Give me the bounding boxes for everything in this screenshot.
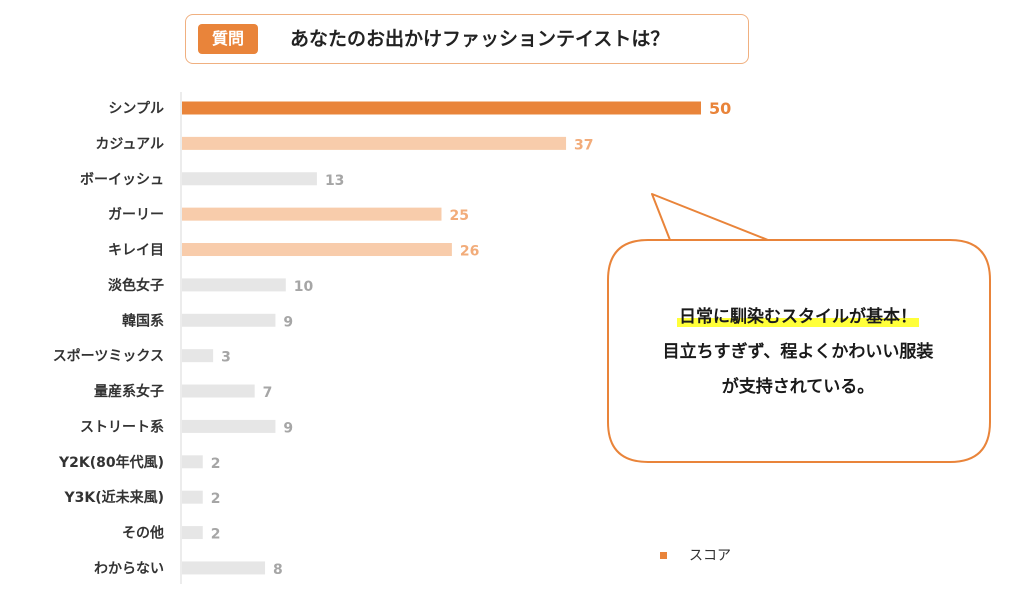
category-label: ガーリー: [108, 207, 164, 223]
category-label: Y2K(80年代風): [58, 454, 164, 471]
value-label: 8: [273, 562, 283, 578]
bar: [182, 136, 567, 150]
bar: [182, 526, 203, 540]
legend: スコア: [660, 545, 731, 565]
callout-line-3: が支持されている。: [721, 377, 875, 397]
value-label: 25: [450, 208, 469, 224]
legend-swatch: [660, 551, 667, 559]
category-label: 淡色女子: [108, 277, 164, 294]
value-label: 13: [325, 173, 344, 189]
bar: [182, 243, 452, 257]
value-label: 26: [460, 244, 479, 260]
question-badge: 質問: [198, 24, 258, 54]
bar: [182, 101, 701, 115]
bar: [182, 207, 442, 221]
category-label: わからない: [94, 561, 164, 577]
category-label: スポーツミックス: [53, 348, 164, 365]
value-label: 7: [263, 385, 273, 401]
value-label: 2: [211, 527, 221, 543]
category-label: ストリート系: [80, 418, 164, 435]
category-label: その他: [122, 525, 164, 542]
bar: [182, 455, 203, 469]
value-label: 37: [574, 137, 593, 153]
callout-text: 日常に馴染むスタイルが基本！ 目立ちすぎず、程よくかわいい服装 が支持されている…: [612, 300, 984, 405]
bar: [182, 278, 286, 292]
value-label: 10: [294, 279, 314, 295]
bar: [182, 313, 276, 327]
category-label: シンプル: [108, 101, 164, 117]
category-label: キレイ目: [108, 243, 164, 259]
value-label: 9: [283, 314, 293, 330]
legend-label: スコア: [689, 548, 731, 564]
bar: [182, 561, 266, 575]
category-label: Y3K(近未来風): [63, 489, 164, 506]
question-text: あなたのお出かけファッションテイストは？: [290, 28, 670, 50]
callout-line-2: 目立ちすぎず、程よくかわいい服装: [662, 342, 934, 362]
value-label: 9: [283, 420, 293, 436]
bar: [182, 419, 276, 433]
callout-highlight-line: 日常に馴染むスタイルが基本！: [677, 307, 919, 327]
question-box: 質問 あなたのお出かけファッションテイストは？: [185, 14, 749, 64]
value-label: 2: [211, 491, 221, 507]
value-label: 2: [211, 456, 221, 472]
category-label: 量産系女子: [94, 383, 164, 400]
bar: [182, 490, 203, 504]
bar: [182, 349, 214, 363]
callout-bubble: [607, 193, 991, 463]
bar: [182, 172, 317, 186]
category-label: カジュアル: [95, 136, 164, 152]
category-label: 韓国系: [122, 312, 164, 329]
category-label: ボーイッシュ: [80, 172, 164, 188]
value-label: 3: [221, 350, 231, 366]
value-label: 50: [709, 99, 731, 118]
bar: [182, 384, 255, 398]
